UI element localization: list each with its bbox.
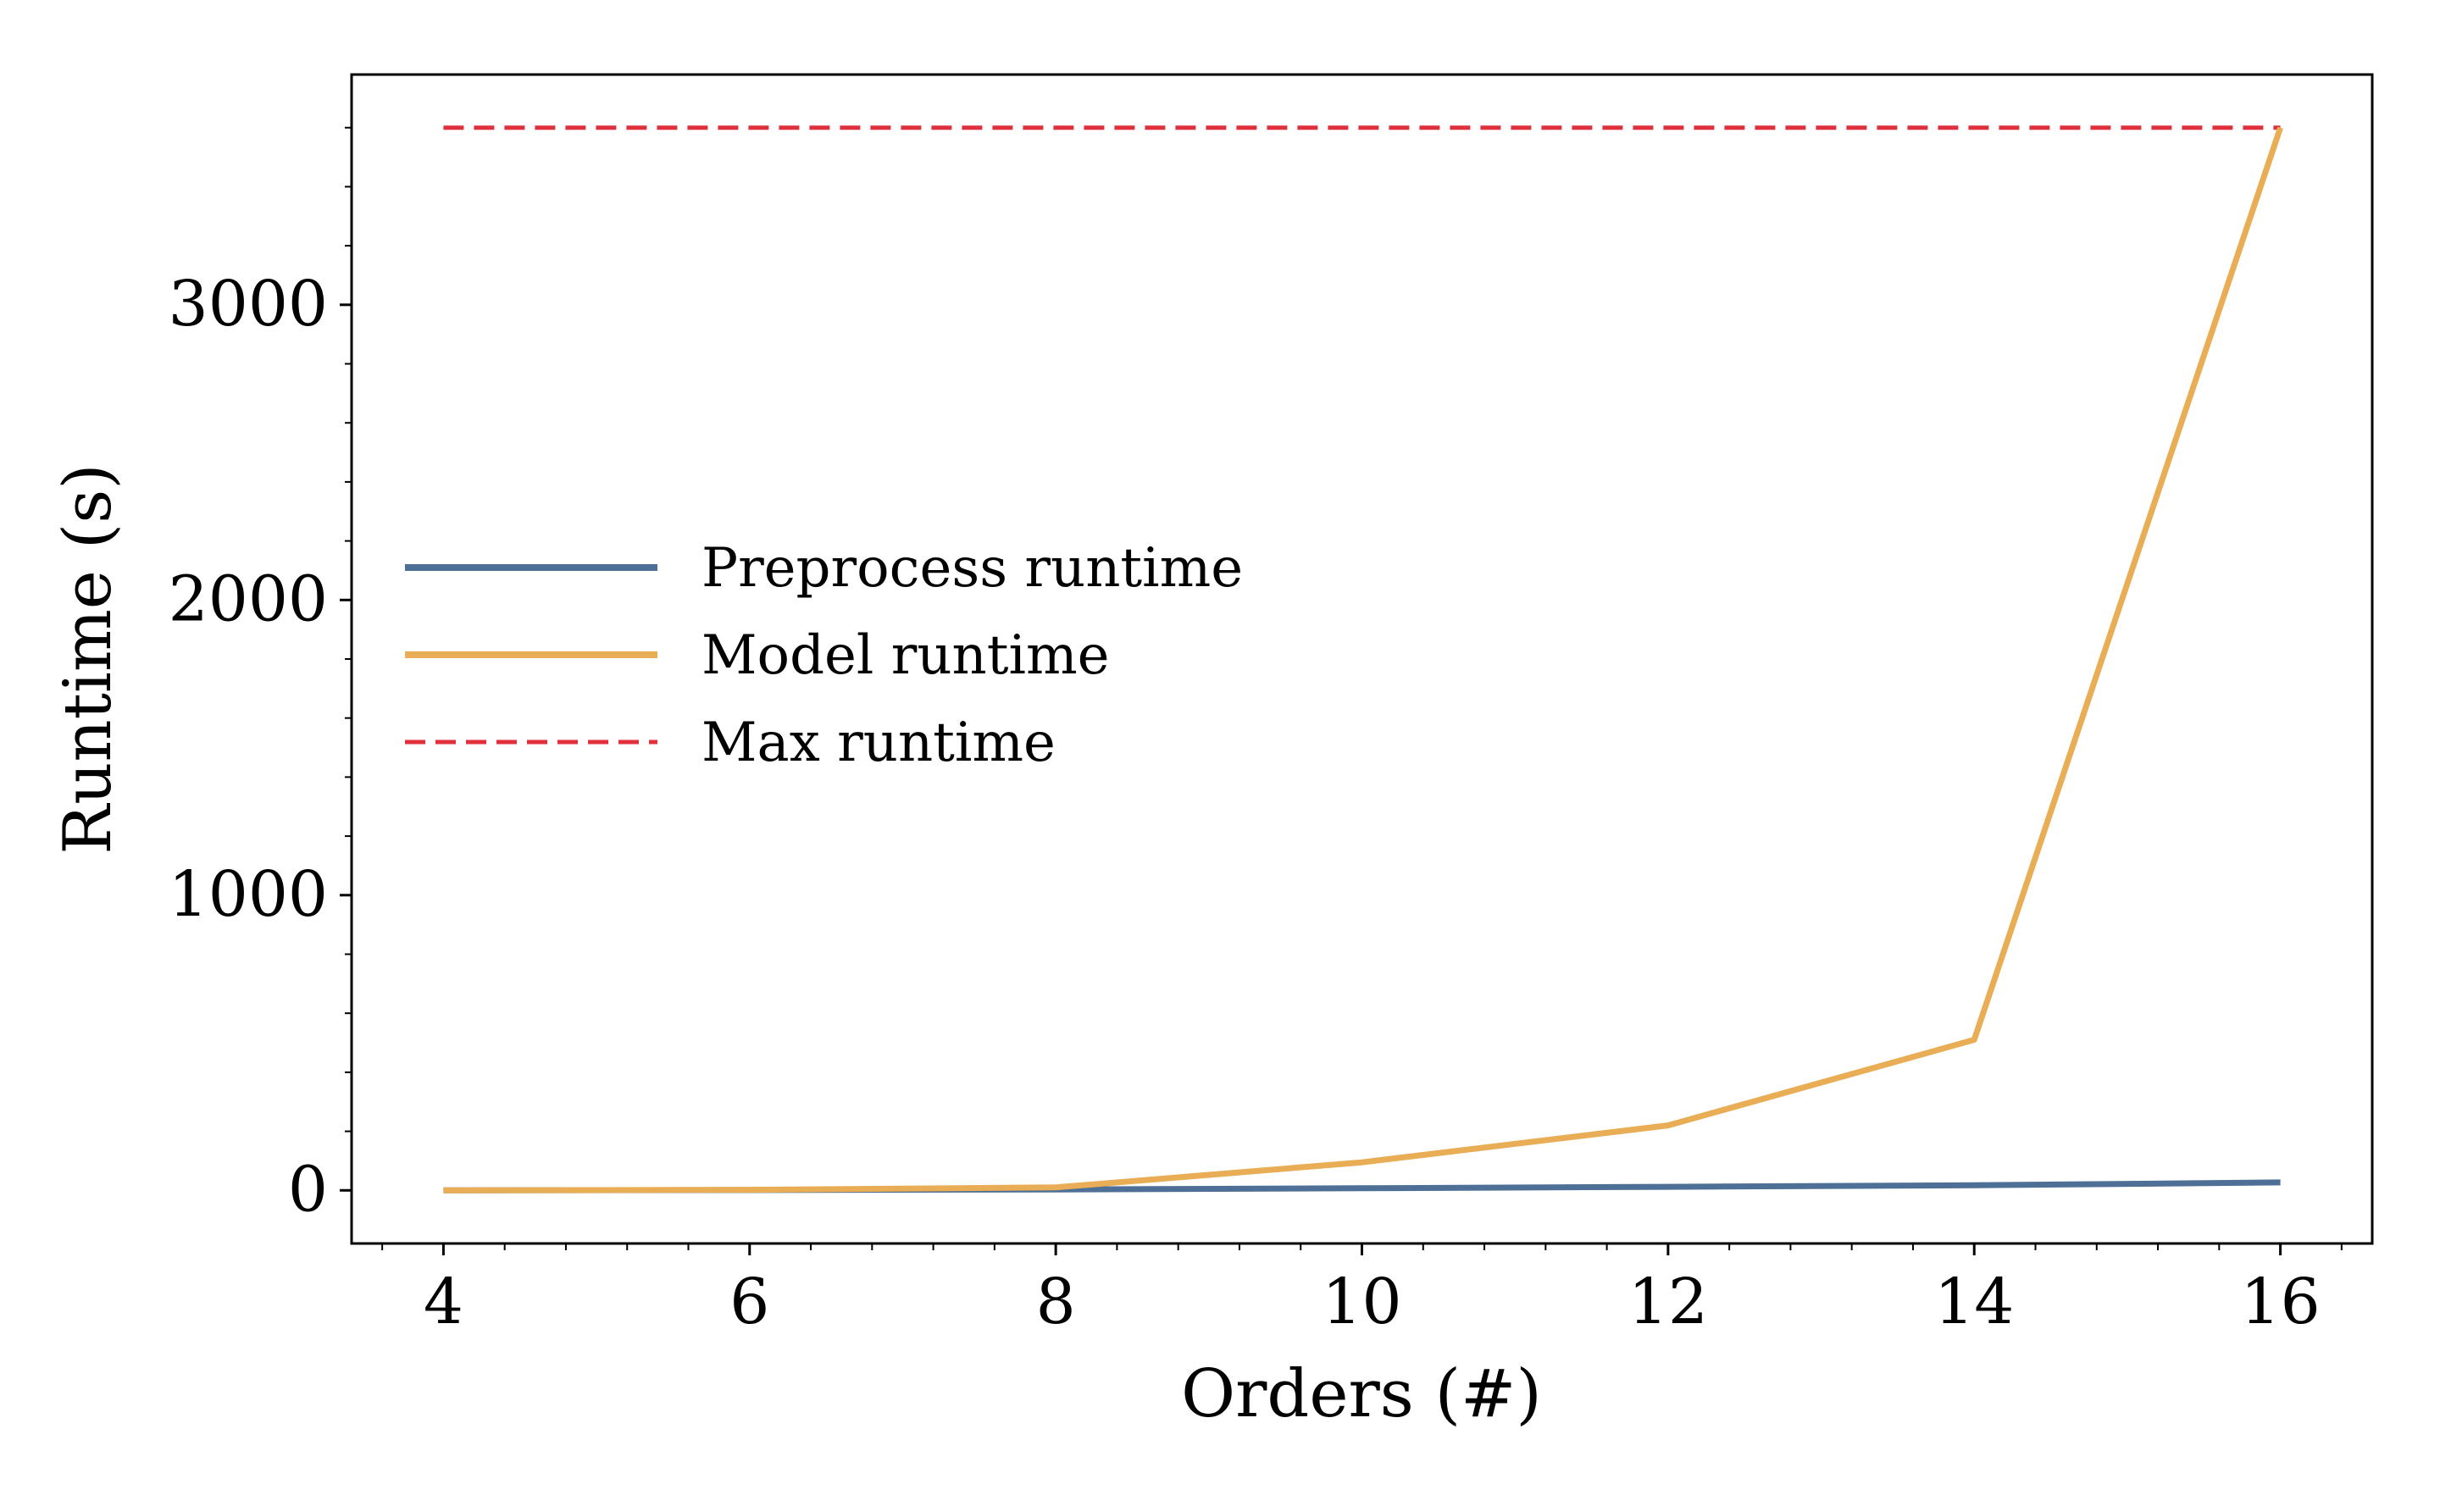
y-tick-label: 1000 — [169, 858, 328, 931]
y-tick-label: 0 — [288, 1153, 328, 1226]
x-axis-label: Orders (#) — [1181, 1356, 1542, 1432]
legend-label: Model runtime — [702, 624, 1110, 687]
x-tick-label: 6 — [729, 1266, 769, 1338]
y-axis: 0 1000 2000 3000 — [169, 126, 352, 1226]
series-layer — [443, 125, 2283, 1194]
legend: Preprocess runtime Model runtime Max runti… — [405, 537, 1243, 774]
x-tick-label: 16 — [2241, 1266, 2321, 1338]
x-tick-label: 8 — [1036, 1266, 1076, 1338]
plot-frame — [350, 73, 2374, 1245]
x-tick-label: 10 — [1322, 1266, 1401, 1338]
y-axis-label: Runtime (s) — [50, 463, 126, 854]
x-tick-label: 14 — [1934, 1266, 2014, 1338]
legend-label: Max runtime — [702, 712, 1056, 774]
x-axis: 4 6 8 10 12 14 16 — [381, 1243, 2343, 1338]
legend-label: Preprocess runtime — [702, 537, 1243, 600]
x-tick-label: 4 — [424, 1266, 463, 1338]
x-tick-label: 12 — [1628, 1266, 1708, 1338]
y-tick-label: 3000 — [169, 268, 328, 341]
series-line-model-runtime — [443, 126, 2283, 1194]
y-tick-label: 2000 — [169, 562, 328, 635]
